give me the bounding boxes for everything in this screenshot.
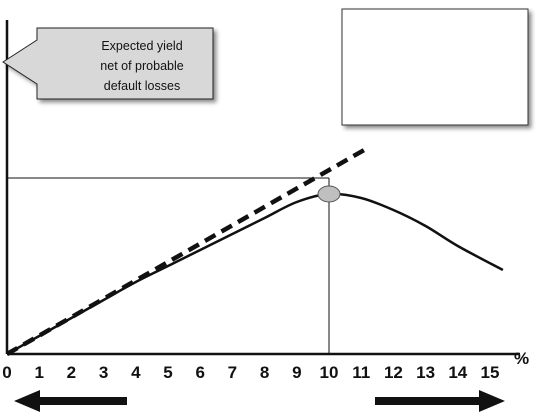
x-tick-label: 11 — [352, 363, 370, 382]
x-tick-label: 14 — [448, 363, 467, 382]
x-tick-label: 1 — [34, 363, 43, 382]
x-tick-label: 7 — [228, 363, 237, 382]
peak-marker — [317, 185, 341, 203]
x-tick-label: 0 — [2, 363, 11, 382]
series-dashed-line — [5, 146, 369, 356]
x-tick-label: 5 — [163, 363, 172, 382]
callout-text-line-3: default losses — [104, 79, 180, 93]
x-axis-unit: % — [514, 349, 529, 368]
x-tick-label: 9 — [292, 363, 301, 382]
callout-text-line-1: Expected yield — [101, 39, 182, 53]
x-tick-labels: 0 1 2 3 4 5 6 7 8 9 10 11 12 13 14 15 — [2, 363, 499, 382]
x-tick-label: 12 — [384, 363, 403, 382]
x-tick-label: 3 — [99, 363, 108, 382]
x-tick-label: 8 — [260, 363, 269, 382]
callout-arrow — [2, 27, 214, 100]
callout-text-line-2: net of probable — [100, 59, 183, 73]
x-tick-label: 13 — [416, 363, 435, 382]
series-solid-curve — [6, 192, 504, 356]
right-arrow — [375, 390, 505, 412]
x-tick-label: 15 — [481, 363, 500, 382]
empty-box — [341, 8, 529, 126]
left-arrow — [14, 390, 127, 412]
x-tick-label: 4 — [131, 363, 141, 382]
x-tick-label: 10 — [320, 363, 339, 382]
callout-arrow-shape — [2, 27, 214, 100]
x-tick-label: 2 — [67, 363, 76, 382]
x-tick-label: 6 — [195, 363, 204, 382]
